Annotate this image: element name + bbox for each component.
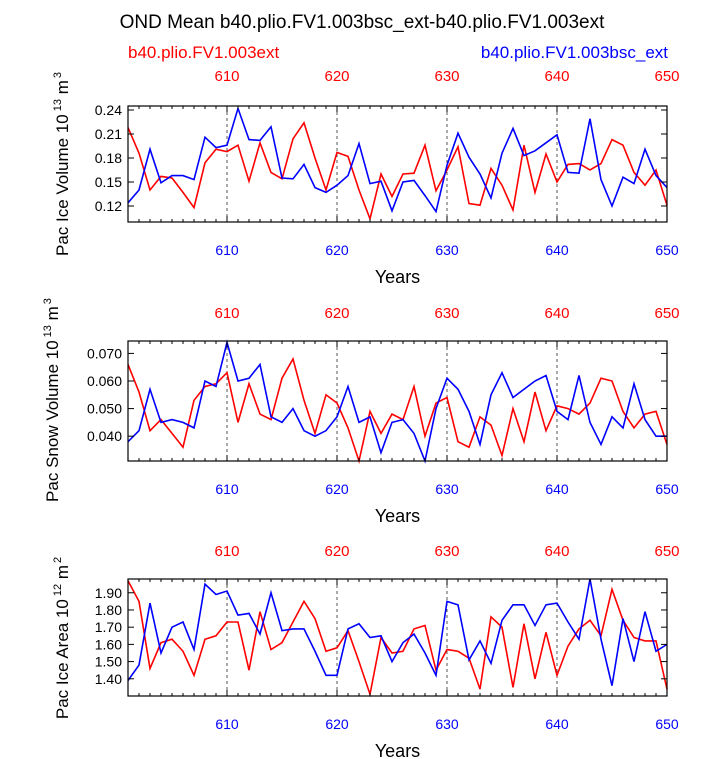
- x-tick-label-top: 630: [434, 305, 459, 322]
- x-axis-label: Years: [375, 267, 420, 287]
- x-tick-label-top: 620: [324, 305, 349, 322]
- x-tick-label-top: 640: [544, 68, 569, 85]
- series-line-red: [127, 356, 668, 465]
- y-tick-label: 1.60: [95, 636, 122, 652]
- x-tick-label-bottom: 620: [325, 242, 349, 258]
- x-tick-label-top: 610: [214, 305, 239, 322]
- chart-panel-2: 0.040 0.050 0.060 0.070 610 610 620 620 630 630 64…: [42, 298, 680, 526]
- x-tick-label-bottom: 650: [655, 242, 679, 258]
- chart-panel-1: 0.12 0.15 0.18 0.21 0.24 610 610 620 620 630 630 64…: [52, 68, 680, 287]
- y-tick-label: 1.70: [95, 619, 122, 635]
- y-axis-label: Pac Snow Volume 1013 m3: [42, 298, 62, 502]
- x-tick-label-bottom: 630: [435, 716, 459, 732]
- x-tick-label-bottom: 630: [435, 242, 459, 258]
- y-tick-label: 0.040: [87, 428, 122, 444]
- legend-right-label: b40.plio.FV1.003bsc_ext: [481, 43, 668, 62]
- x-tick-label-bottom: 630: [435, 481, 459, 497]
- y-tick-label: 0.24: [95, 102, 122, 118]
- x-tick-label-bottom: 620: [325, 716, 349, 732]
- x-tick-label-top: 610: [214, 543, 239, 560]
- y-axis-label: Pac Ice Volume 1013 m3: [52, 72, 72, 256]
- series-line-red: [127, 120, 668, 222]
- y-tick-label: 1.50: [95, 654, 122, 670]
- x-tick-label-bottom: 610: [215, 716, 239, 732]
- x-tick-label-bottom: 640: [545, 242, 569, 258]
- x-tick-label-bottom: 650: [655, 481, 679, 497]
- x-tick-label-top: 620: [324, 543, 349, 560]
- y-tick-label: 0.15: [95, 174, 122, 190]
- series-line-blue: [127, 339, 667, 464]
- y-tick-label: 1.40: [95, 671, 122, 687]
- y-axis-label: Pac Ice Area 1012 m2: [52, 557, 72, 719]
- figure-title: OND Mean b40.plio.FV1.003bsc_ext-b40.pli…: [120, 12, 605, 33]
- x-tick-label-bottom: 640: [545, 481, 569, 497]
- x-tick-label-top: 650: [654, 68, 679, 85]
- plot-frame: [127, 105, 668, 223]
- x-tick-label-top: 650: [654, 543, 679, 560]
- x-tick-label-bottom: 610: [215, 242, 239, 258]
- x-tick-label-top: 630: [434, 543, 459, 560]
- chart-panel-3: 1.401.50 1.601.701.801.90 610 610 620 620 630 6…: [52, 543, 680, 759]
- y-tick-label: 1.90: [95, 585, 122, 601]
- y-tick-label: 0.18: [95, 150, 122, 166]
- x-tick-label-top: 610: [214, 68, 239, 85]
- plot-frame: [127, 340, 668, 462]
- x-tick-label-bottom: 640: [545, 716, 569, 732]
- x-tick-label-bottom: 610: [215, 481, 239, 497]
- y-tick-label: 0.21: [95, 126, 122, 142]
- series-line-blue: [127, 105, 668, 214]
- y-tick-label: 0.12: [95, 198, 122, 214]
- y-tick-label: 0.070: [87, 345, 122, 361]
- x-tick-label-bottom: 620: [325, 481, 349, 497]
- legend-left-label: b40.plio.FV1.003ext: [128, 43, 279, 62]
- y-tick-label: 0.050: [87, 401, 122, 417]
- x-tick-label-top: 630: [434, 68, 459, 85]
- x-tick-label-top: 640: [544, 305, 569, 322]
- plot-frame: [127, 578, 668, 697]
- x-axis-label: Years: [375, 741, 420, 759]
- y-tick-label: 0.060: [87, 373, 122, 389]
- x-tick-label-top: 620: [324, 68, 349, 85]
- x-tick-label-top: 640: [544, 543, 569, 560]
- series-line-blue: [127, 578, 668, 686]
- y-tick-label: 1.80: [95, 602, 122, 618]
- x-axis-label: Years: [375, 506, 420, 526]
- x-tick-label-bottom: 650: [655, 716, 679, 732]
- x-tick-label-top: 650: [654, 305, 679, 322]
